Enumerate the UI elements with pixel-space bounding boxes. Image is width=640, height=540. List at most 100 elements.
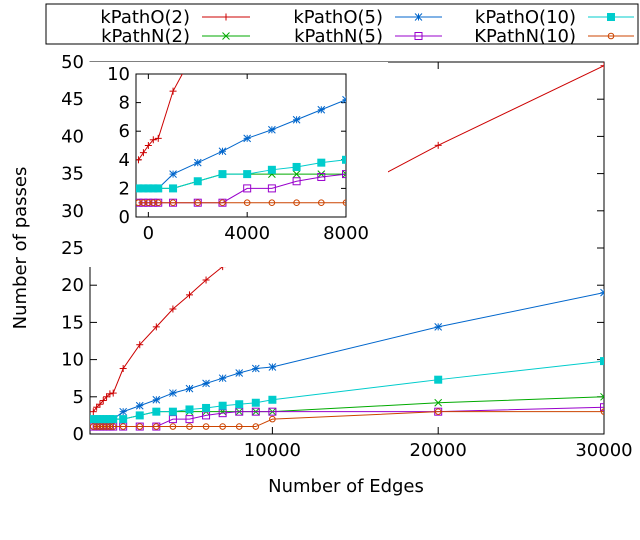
main-data-point bbox=[152, 323, 160, 331]
y-axis-title: Number of passes bbox=[10, 167, 31, 330]
main-data-point bbox=[186, 423, 193, 430]
inset-data-point bbox=[145, 199, 152, 206]
main-y-tick-label: 40 bbox=[61, 126, 84, 147]
inset-data-point bbox=[218, 147, 227, 156]
legend-marker bbox=[414, 13, 423, 21]
legend: kPathO(2)kPathN(2) kPathO(5)kPathN(5) kPat… bbox=[45, 3, 639, 47]
inset-data-point bbox=[154, 184, 163, 193]
inset-data-point bbox=[169, 184, 178, 193]
inset-y-tick-label: 6 bbox=[119, 121, 130, 142]
main-data-point bbox=[106, 423, 114, 430]
inset-data-point bbox=[243, 199, 251, 206]
main-data-point bbox=[119, 423, 127, 430]
inset-data-point bbox=[169, 87, 177, 95]
inset-data-point bbox=[193, 158, 202, 167]
inset-data-point bbox=[219, 199, 226, 206]
main-data-point bbox=[268, 363, 277, 371]
main-data-point bbox=[109, 415, 118, 424]
main-data-point bbox=[434, 408, 442, 415]
main-x-tick-label: 20000 bbox=[410, 440, 467, 461]
inset-data-point bbox=[194, 199, 202, 206]
inset-frame bbox=[135, 73, 347, 218]
inset-y-tick-label: 2 bbox=[119, 178, 130, 199]
main-data-point bbox=[269, 415, 276, 423]
main-data-point bbox=[202, 423, 210, 430]
inset-data-point bbox=[193, 177, 202, 186]
inset-y-tick-label: 4 bbox=[119, 150, 130, 171]
inset-data-point bbox=[154, 199, 162, 206]
main-data-point bbox=[600, 403, 604, 412]
inset-data-point bbox=[268, 199, 276, 206]
main-data-point bbox=[252, 423, 260, 430]
main-data-point bbox=[600, 62, 604, 70]
main-data-point bbox=[96, 400, 104, 408]
main-data-point bbox=[109, 423, 117, 430]
inset-data-point bbox=[154, 134, 162, 142]
main-data-point bbox=[168, 407, 177, 416]
main-data-point bbox=[93, 403, 101, 411]
main-y-tick-label: 25 bbox=[61, 238, 84, 259]
main-data-point bbox=[119, 365, 127, 373]
inset-data-point bbox=[140, 199, 147, 206]
inset-data-point bbox=[149, 199, 157, 206]
inset-x-tick-label: 4000 bbox=[224, 223, 270, 244]
inset-data-point bbox=[292, 177, 301, 186]
inset-data-point bbox=[292, 162, 301, 171]
inset-data-point bbox=[342, 170, 346, 178]
main-data-point bbox=[185, 405, 194, 414]
main-data-point bbox=[600, 408, 604, 415]
main-data-point bbox=[106, 390, 114, 398]
main-data-point bbox=[434, 375, 443, 384]
main-x-tick-label: 30000 bbox=[575, 440, 632, 461]
inset-data-point bbox=[317, 105, 326, 114]
main-data-point bbox=[202, 276, 210, 284]
inset-data-point bbox=[317, 158, 326, 167]
main-y-tick-label: 20 bbox=[61, 275, 84, 296]
main-data-point bbox=[152, 407, 161, 416]
main-data-point bbox=[135, 401, 144, 410]
legend-marker bbox=[222, 13, 230, 21]
main-data-point bbox=[235, 400, 244, 409]
main-y-tick-label: 10 bbox=[61, 350, 84, 371]
inset-data-point bbox=[136, 156, 142, 164]
main-data-point bbox=[434, 398, 443, 407]
main-data-point bbox=[169, 389, 177, 397]
main-data-point bbox=[251, 364, 260, 373]
main-data-point bbox=[90, 408, 97, 416]
main-y-tick-label: 30 bbox=[61, 201, 84, 222]
main-data-point bbox=[103, 423, 110, 430]
inset-y-tick-label: 10 bbox=[107, 64, 130, 85]
inset-data-point bbox=[169, 170, 177, 178]
inset-data-point bbox=[136, 199, 142, 206]
legend-marker bbox=[607, 32, 615, 40]
main-data-point bbox=[136, 423, 144, 430]
main-data-point bbox=[93, 423, 100, 430]
main-data-point bbox=[185, 415, 194, 424]
main-data-point bbox=[600, 288, 604, 297]
inset-data-point bbox=[243, 170, 252, 179]
inset-background bbox=[88, 62, 388, 267]
inset-data-point bbox=[317, 172, 326, 181]
main-data-point bbox=[268, 395, 277, 404]
legend-label: kPathO(2) bbox=[100, 7, 190, 28]
main-data-point bbox=[152, 395, 161, 404]
inset-data-point bbox=[342, 95, 346, 104]
inset-data-point bbox=[144, 142, 152, 149]
main-data-point bbox=[434, 323, 443, 331]
main-data-point bbox=[103, 393, 111, 401]
main-data-point bbox=[600, 357, 604, 366]
main-data-point bbox=[169, 305, 177, 313]
inset-data-point bbox=[169, 199, 177, 206]
inset-data-point bbox=[317, 199, 325, 206]
main-data-point bbox=[218, 401, 227, 410]
main-data-point bbox=[185, 384, 194, 393]
main-data-point bbox=[99, 423, 107, 430]
main-data-point bbox=[202, 379, 210, 388]
main-data-point bbox=[90, 423, 97, 430]
inset-x-tick-label: 0 bbox=[143, 223, 154, 244]
legend-label: kPathO(5) bbox=[293, 7, 383, 28]
inset-data-point bbox=[342, 199, 346, 206]
legend-label: KPathN(10) bbox=[474, 26, 576, 47]
